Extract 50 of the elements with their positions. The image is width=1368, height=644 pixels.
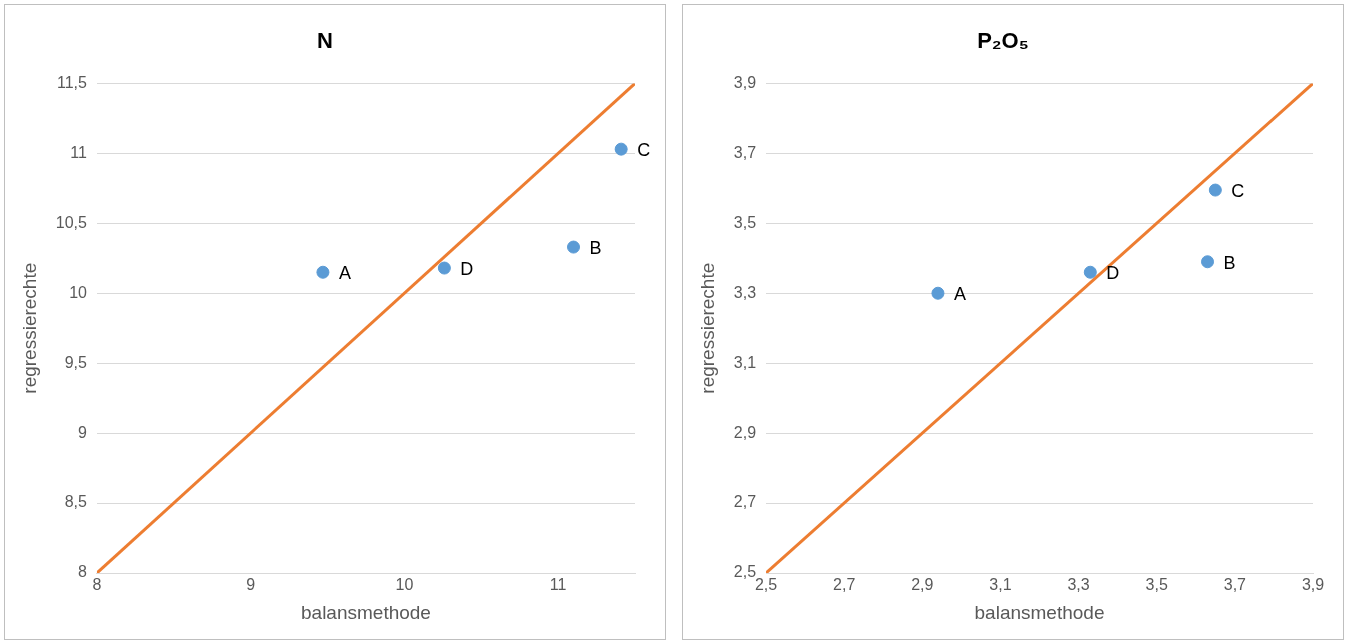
- y-tick-label: 2,5: [733, 563, 757, 581]
- x-tick-label: 3,3: [1067, 576, 1090, 594]
- point: [1201, 255, 1215, 269]
- y-axis-title: regressierechte: [18, 262, 40, 394]
- data-label: B: [1223, 252, 1236, 273]
- data-label: C: [1231, 181, 1245, 202]
- point: [614, 142, 628, 156]
- x-tick-label: 3,9: [1301, 576, 1325, 594]
- data-label: A: [338, 263, 351, 284]
- x-tick-label: 11: [549, 576, 567, 594]
- y-tick-label: 9,5: [64, 353, 88, 371]
- point: [437, 261, 451, 275]
- y-tick-label: 3,3: [733, 283, 757, 301]
- data-label: C: [637, 140, 651, 161]
- y-tick-label: 11: [70, 143, 88, 161]
- chart-title: N: [317, 28, 333, 54]
- x-axis-title: balansmethode: [974, 601, 1105, 623]
- x-tick-label: 2,9: [911, 576, 934, 594]
- y-tick-label: 8,5: [64, 493, 88, 511]
- y-tick-label: 8: [78, 563, 88, 581]
- point: [1083, 265, 1097, 279]
- y-axis-title: regressierechte: [696, 262, 718, 394]
- point: [1208, 183, 1222, 197]
- y-tick-label: 10: [69, 283, 88, 301]
- data-label: B: [589, 238, 602, 259]
- y-tick-label: 9: [78, 423, 88, 441]
- point: [316, 265, 330, 279]
- y-tick-label: 11,5: [56, 73, 88, 91]
- x-tick-label: 2,5: [754, 576, 778, 594]
- x-tick-label: 8: [92, 576, 102, 594]
- x-axis-title: balansmethode: [301, 601, 431, 623]
- chart-title: P₂O₅: [977, 28, 1029, 54]
- x-tick-label: 2,7: [833, 576, 856, 594]
- x-tick-label: 3,5: [1145, 576, 1168, 594]
- x-tick-label: 3,7: [1223, 576, 1247, 594]
- y-tick-label: 3,1: [733, 353, 757, 371]
- point: [931, 286, 945, 300]
- x-tick-label: 3,1: [989, 576, 1012, 594]
- x-tick-label: 9: [246, 576, 256, 594]
- data-label: A: [953, 284, 966, 305]
- y-tick-label: 3,5: [733, 213, 757, 231]
- y-tick-label: 2,9: [733, 423, 757, 441]
- point: [567, 240, 581, 254]
- y-tick-label: 10,5: [55, 213, 88, 231]
- y-tick-label: 2,7: [733, 493, 757, 511]
- y-tick-label: 3,9: [733, 73, 757, 91]
- data-label: D: [1106, 263, 1120, 284]
- data-label: D: [460, 259, 474, 280]
- y-tick-label: 3,7: [733, 143, 757, 161]
- x-tick-label: 10: [395, 576, 414, 594]
